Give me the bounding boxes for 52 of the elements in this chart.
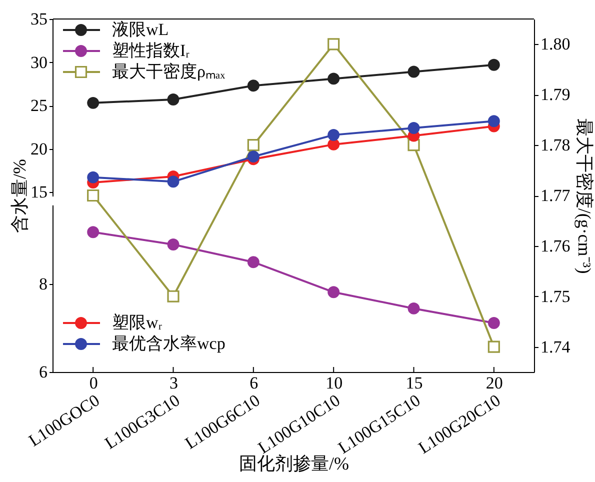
x-tick-label: 20 xyxy=(486,374,503,392)
point xyxy=(87,96,100,109)
point xyxy=(408,139,420,152)
y3-tick-label: 8 xyxy=(39,274,48,294)
y2-tick-label: 1.79 xyxy=(540,85,570,104)
y2-tick-label: 1.75 xyxy=(540,286,570,306)
point xyxy=(408,302,420,314)
x-tick-label: 10 xyxy=(326,374,343,392)
point xyxy=(167,176,180,188)
point xyxy=(488,340,500,353)
point xyxy=(247,139,260,152)
point xyxy=(247,256,260,268)
point xyxy=(247,150,260,163)
x-tick-label: 15 xyxy=(406,374,423,392)
y-tick-label: 25 xyxy=(30,96,48,116)
y2-tick-label: 1.77 xyxy=(540,186,571,205)
y2-tick-label: 1.78 xyxy=(540,136,570,155)
x-tick-label: 6 xyxy=(250,374,258,392)
point xyxy=(167,93,180,106)
y2-tick-label: 1.80 xyxy=(540,34,570,54)
x-axis-title: 固化剂掺量/% xyxy=(239,454,349,474)
point xyxy=(328,72,340,85)
point xyxy=(488,115,500,128)
point xyxy=(247,80,260,92)
y-tick-label: 15 xyxy=(30,182,48,202)
x-tick-label: 3 xyxy=(170,374,178,392)
y2-axis-title: 最大干密度/(g·cm⁻³) xyxy=(574,118,594,274)
y2-tick-label: 1.74 xyxy=(540,337,571,356)
point xyxy=(87,189,100,202)
point xyxy=(87,226,100,238)
point xyxy=(167,290,180,302)
x-tick-label: 0 xyxy=(89,374,98,392)
legend-label: 最优含水率wcp xyxy=(112,334,226,353)
point xyxy=(167,238,180,250)
point xyxy=(328,138,340,150)
y-axis-title: 含水量/% xyxy=(10,159,30,233)
y-tick-label: 35 xyxy=(30,10,48,28)
y-tick-label: 20 xyxy=(30,139,48,158)
y-tick-label: 30 xyxy=(30,52,48,72)
point xyxy=(328,286,340,298)
point xyxy=(488,58,500,71)
legend-label: 液限wL xyxy=(112,20,169,39)
point xyxy=(408,66,420,78)
legend-label: 塑性指数Iᵣ xyxy=(112,41,190,60)
point xyxy=(328,128,340,141)
point xyxy=(408,122,420,134)
legend-label: 最大干密度ρₘₐₓ xyxy=(112,62,226,81)
y2-tick-label: 1.76 xyxy=(540,236,570,256)
legend-label: 塑限wᵣ xyxy=(112,313,162,332)
point xyxy=(87,171,100,184)
point xyxy=(328,38,340,50)
point xyxy=(488,317,500,329)
